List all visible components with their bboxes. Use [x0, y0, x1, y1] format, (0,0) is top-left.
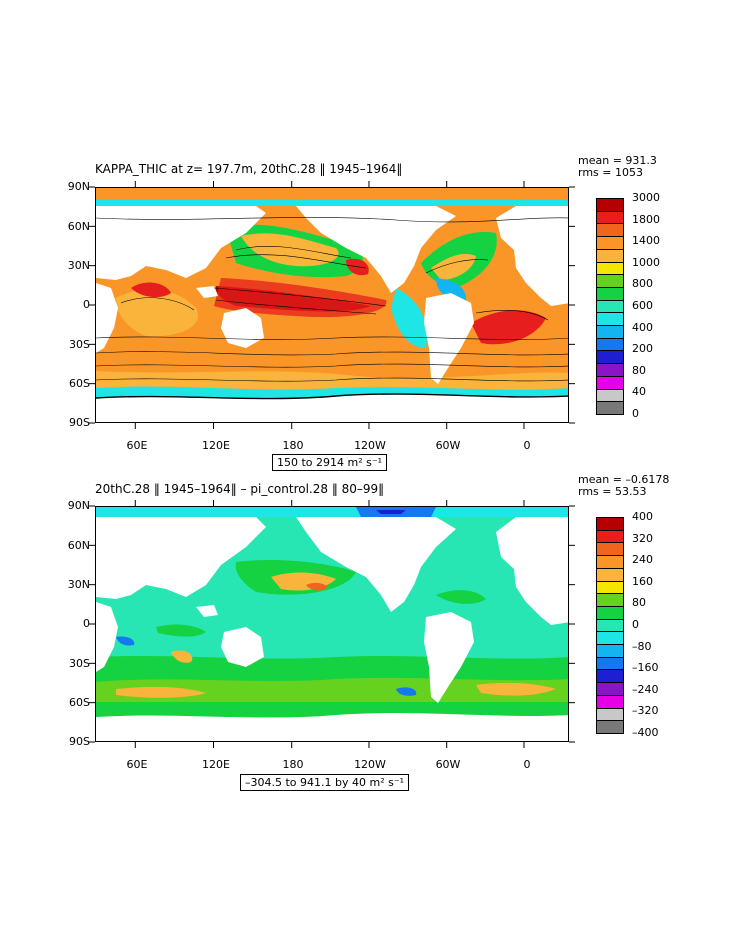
bottom-ytick: 90N [67, 499, 90, 512]
bottom-colorbar: 400 320 240 160 80 0 –80 –160 –240 –320 –400 [596, 510, 686, 739]
bottom-colorbar-label: 0 [632, 618, 639, 631]
bottom-range-note: –304.5 to 941.1 by 40 m² s⁻¹ [240, 774, 410, 791]
top-xtick: 120W [354, 439, 386, 452]
bottom-ytick: 30S [69, 657, 90, 670]
bottom-ytick: 30N [67, 578, 90, 591]
top-colorbar-swatch [596, 401, 624, 415]
bottom-rms: rms = 53.53 [578, 485, 647, 498]
top-ytick: 60S [69, 377, 90, 390]
bottom-map-field [96, 507, 568, 741]
top-colorbar-label: 1000 [632, 255, 660, 269]
bottom-mean: mean = –0.6178 [578, 473, 670, 486]
top-colorbar-label: 40 [632, 385, 646, 399]
top-ytick: 60N [67, 220, 90, 233]
bottom-colorbar-label: –80 [632, 639, 652, 653]
top-ytick: 30S [69, 338, 90, 351]
bottom-colorbar-label: 240 [632, 553, 653, 567]
top-colorbar: 3000 1800 1400 1000 800 600 400 200 80 40 0 [596, 191, 676, 420]
bottom-ytick: 0 [83, 617, 90, 630]
top-rms: rms = 1053 [578, 166, 643, 179]
top-mean: mean = 931.3 [578, 154, 657, 167]
top-colorbar-label: 1400 [632, 234, 660, 248]
top-colorbar-label: 3000 [632, 191, 660, 204]
bottom-colorbar-label: –160 [632, 661, 659, 675]
top-colorbar-label: 800 [632, 277, 653, 291]
top-ytick: 30N [67, 259, 90, 272]
top-range-note: 150 to 2914 m² s⁻¹ [272, 454, 388, 471]
top-xtick: 0 [523, 439, 531, 452]
top-map-field [96, 188, 568, 422]
bottom-xtick: 120E [202, 758, 230, 771]
top-xtick: 180 [282, 439, 304, 452]
bottom-colorbar-label: 400 [632, 510, 653, 523]
bottom-colorbar-label: 80 [632, 596, 646, 610]
bottom-colorbar-label: –320 [632, 704, 659, 718]
top-colorbar-label: 1800 [632, 212, 660, 226]
bottom-colorbar-label: 160 [632, 574, 653, 588]
top-xtick: 60W [435, 439, 461, 452]
top-map [95, 187, 569, 423]
bottom-xtick: 60W [435, 758, 461, 771]
top-colorbar-label: 80 [632, 363, 646, 377]
top-ytick: 90N [67, 180, 90, 193]
top-colorbar-label: 0 [632, 407, 639, 420]
bottom-ytick: 90S [69, 735, 90, 748]
bottom-colorbar-label: –400 [632, 726, 659, 739]
top-xtick: 120E [202, 439, 230, 452]
bottom-map [95, 506, 569, 742]
bottom-xtick: 60E [126, 758, 148, 771]
top-ytick: 90S [69, 416, 90, 429]
top-colorbar-label: 400 [632, 320, 653, 334]
bottom-xtick: 0 [523, 758, 531, 771]
bottom-colorbar-swatch [596, 720, 624, 734]
bottom-ytick: 60N [67, 539, 90, 552]
top-colorbar-label: 600 [632, 299, 653, 312]
top-ytick: 0 [83, 298, 90, 311]
bottom-xtick: 180 [282, 758, 304, 771]
bottom-colorbar-label: 320 [632, 531, 653, 545]
top-panel-title: KAPPA_THIC at z= 197.7m, 20thC.28 ‖ 1945… [95, 162, 403, 176]
top-colorbar-label: 200 [632, 342, 653, 356]
top-xtick: 60E [126, 439, 148, 452]
bottom-xtick: 120W [354, 758, 386, 771]
bottom-ytick: 60S [69, 696, 90, 709]
bottom-colorbar-label: –240 [632, 682, 659, 696]
bottom-panel-title: 20thC.28 ‖ 1945–1964‖ – pi_control.28 ‖ … [95, 482, 385, 496]
